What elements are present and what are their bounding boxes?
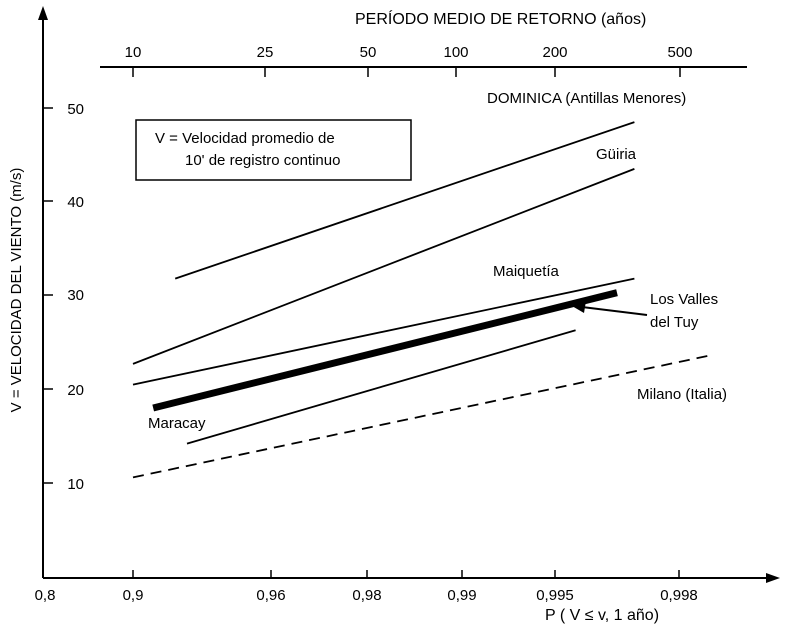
los-valles-pointer-line <box>581 306 648 316</box>
x-tick-label: 0,995 <box>536 587 574 604</box>
series-label-maiquetia: Maiquetía <box>493 263 560 280</box>
x-tick-label: 0,96 <box>256 587 285 604</box>
y-axis-title: V = VELOCIDAD DEL VIENTO (m/s) <box>8 168 25 413</box>
top-axis-ticks <box>132 67 681 77</box>
series-line-1 <box>174 121 635 280</box>
region-label: DOMINICA (Antillas Menores) <box>487 90 686 107</box>
x-axis-ticks <box>132 570 680 578</box>
top-tick-label: 500 <box>667 44 692 61</box>
y-tick-label: 30 <box>67 287 84 304</box>
top-tick-label: 25 <box>257 44 274 61</box>
series-line-0 <box>132 168 635 365</box>
legend-box <box>135 119 412 181</box>
y-tick-label: 20 <box>67 382 84 399</box>
legend-line-1: V = Velocidad promedio de <box>155 130 335 147</box>
series-label-guiria: Güiria <box>596 146 637 163</box>
x-tick-label: 0,98 <box>352 587 381 604</box>
top-tick-label: 200 <box>542 44 567 61</box>
series-label-milano: Milano (Italia) <box>637 386 727 403</box>
series-line-2 <box>132 277 635 386</box>
los-valles-pointer-head <box>572 301 586 313</box>
y-tick-label: 50 <box>67 101 84 118</box>
y-tick-label: 40 <box>67 194 84 211</box>
series-label-los-valles: Los Valles <box>650 291 718 308</box>
x-tick-label: 0,99 <box>447 587 476 604</box>
top-tick-label: 100 <box>443 44 468 61</box>
x-axis-title: P ( V ≤ v, 1 año) <box>545 607 659 624</box>
top-tick-label: 50 <box>360 44 377 61</box>
series-line-3 <box>152 289 618 412</box>
y-tick-label: 10 <box>67 476 84 493</box>
y-axis-arrow <box>38 6 48 20</box>
series-line-5 <box>132 354 710 479</box>
series-label-maracay: Maracay <box>148 415 206 432</box>
x-axis-arrow <box>766 573 780 583</box>
top-axis-title: PERÍODO MEDIO DE RETORNO (años) <box>355 9 646 28</box>
legend-line-2: 10' de registro continuo <box>185 152 340 169</box>
y-axis-ticks <box>43 107 53 484</box>
series-line-4 <box>186 329 576 445</box>
x-tick-label: 0,998 <box>660 587 698 604</box>
x-tick-label: 0,8 <box>35 587 56 604</box>
top-tick-label: 10 <box>125 44 142 61</box>
x-tick-label: 0,9 <box>123 587 144 604</box>
series-label-del-tuy: del Tuy <box>650 314 699 331</box>
series-layer <box>132 121 710 479</box>
